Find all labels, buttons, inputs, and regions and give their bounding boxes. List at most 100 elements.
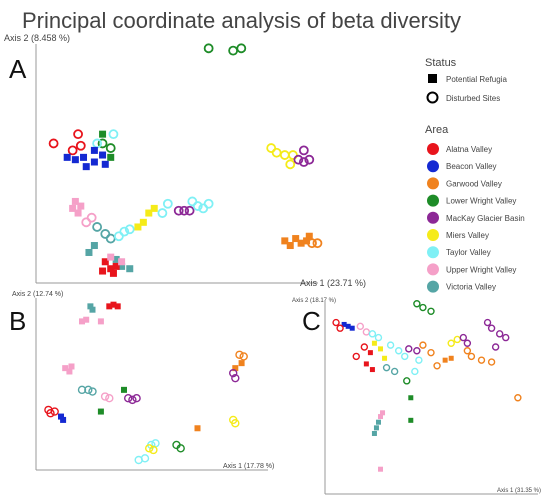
data-point — [90, 146, 98, 154]
data-point — [231, 419, 240, 428]
panel-c-ylabel: Axis 2 (18.17 %) — [292, 298, 336, 304]
data-point — [110, 301, 117, 308]
data-point — [459, 333, 468, 342]
data-point — [134, 223, 142, 231]
data-point — [349, 325, 355, 331]
data-point — [411, 367, 419, 376]
data-point — [360, 343, 369, 351]
data-point — [194, 425, 201, 432]
legend-area-swatch — [427, 143, 439, 155]
data-point — [176, 444, 185, 453]
data-point — [90, 158, 98, 166]
data-point — [231, 373, 240, 383]
data-point — [62, 365, 69, 372]
data-point — [502, 333, 510, 342]
data-point — [107, 265, 115, 273]
data-point — [92, 222, 103, 232]
data-point — [123, 394, 133, 403]
legend-area-swatch — [427, 160, 439, 173]
legend-status-item: Disturbed Sites — [446, 94, 500, 103]
data-point — [312, 238, 323, 249]
legend-area-label: Alatna Valley — [446, 145, 492, 154]
data-point — [369, 367, 375, 373]
data-point — [332, 318, 340, 327]
data-point — [341, 321, 347, 327]
figure-title: Principal coordinate analysis of beta di… — [22, 8, 461, 33]
data-point — [71, 197, 79, 205]
data-point — [83, 316, 90, 323]
data-point — [401, 352, 409, 361]
data-point — [99, 151, 107, 159]
legend-area-label: Miers Valley — [446, 231, 489, 240]
data-point — [378, 466, 383, 472]
data-point — [128, 395, 137, 405]
data-point — [85, 248, 93, 256]
panel-a: A Axis 2 (8.458 %) Axis 1 (23.71 %) — [4, 33, 366, 288]
data-point — [118, 258, 126, 266]
data-point — [75, 140, 86, 151]
data-point — [448, 355, 454, 361]
data-point — [90, 242, 98, 250]
data-point — [415, 356, 423, 364]
data-point — [285, 159, 296, 170]
legend-area-label: Beacon Valley — [446, 162, 497, 171]
data-point — [419, 341, 427, 349]
data-point — [236, 43, 247, 54]
legend-area-swatch — [427, 280, 439, 293]
data-point — [71, 156, 79, 164]
data-point — [126, 265, 134, 273]
legend-area-label: Garwood Valley — [446, 179, 502, 188]
data-point — [105, 233, 116, 244]
data-point — [66, 368, 73, 375]
data-point — [487, 358, 496, 366]
data-point — [63, 153, 71, 161]
data-point — [121, 386, 127, 393]
data-point — [228, 45, 239, 56]
data-point — [345, 323, 351, 329]
data-point — [373, 425, 379, 431]
data-point — [112, 255, 120, 263]
data-point — [107, 153, 115, 161]
data-point — [367, 350, 373, 356]
legend-area-swatch — [427, 194, 439, 207]
legend-status-item: Potential Refugia — [446, 75, 507, 84]
data-point — [297, 239, 305, 247]
data-point — [139, 218, 147, 226]
data-point — [80, 153, 88, 161]
legend-area-label: Lower Wright Valley — [446, 197, 516, 206]
data-point — [362, 328, 371, 336]
data-point — [419, 303, 427, 312]
data-point — [413, 300, 421, 308]
data-point — [279, 150, 290, 160]
data-point — [77, 202, 85, 210]
data-point — [82, 163, 90, 171]
data-point — [151, 439, 160, 448]
data-point — [105, 143, 116, 153]
data-point — [467, 352, 476, 361]
legend-area-swatch — [427, 177, 439, 190]
data-point — [405, 345, 413, 353]
data-point — [58, 413, 64, 420]
panel-c-points — [332, 300, 522, 472]
data-point — [447, 339, 455, 347]
panel-a-ylabel: Axis 2 (8.458 %) — [4, 33, 70, 43]
data-point — [118, 262, 126, 270]
legend: Status Potential Refugia Disturbed Sites… — [425, 57, 525, 293]
data-point — [92, 138, 103, 149]
data-point — [239, 352, 248, 361]
data-point — [442, 357, 448, 363]
data-point — [108, 129, 119, 140]
panel-b-letter: B — [9, 306, 26, 336]
data-point — [228, 368, 238, 378]
data-point — [514, 394, 522, 402]
data-point — [88, 387, 97, 396]
data-point — [60, 416, 67, 423]
data-point — [427, 307, 435, 315]
panel-a-points — [48, 43, 323, 277]
data-point — [150, 204, 158, 212]
data-point — [68, 363, 75, 370]
data-point — [371, 430, 377, 436]
legend-area-swatch — [427, 263, 439, 276]
data-point — [394, 347, 403, 355]
data-point — [303, 237, 311, 245]
